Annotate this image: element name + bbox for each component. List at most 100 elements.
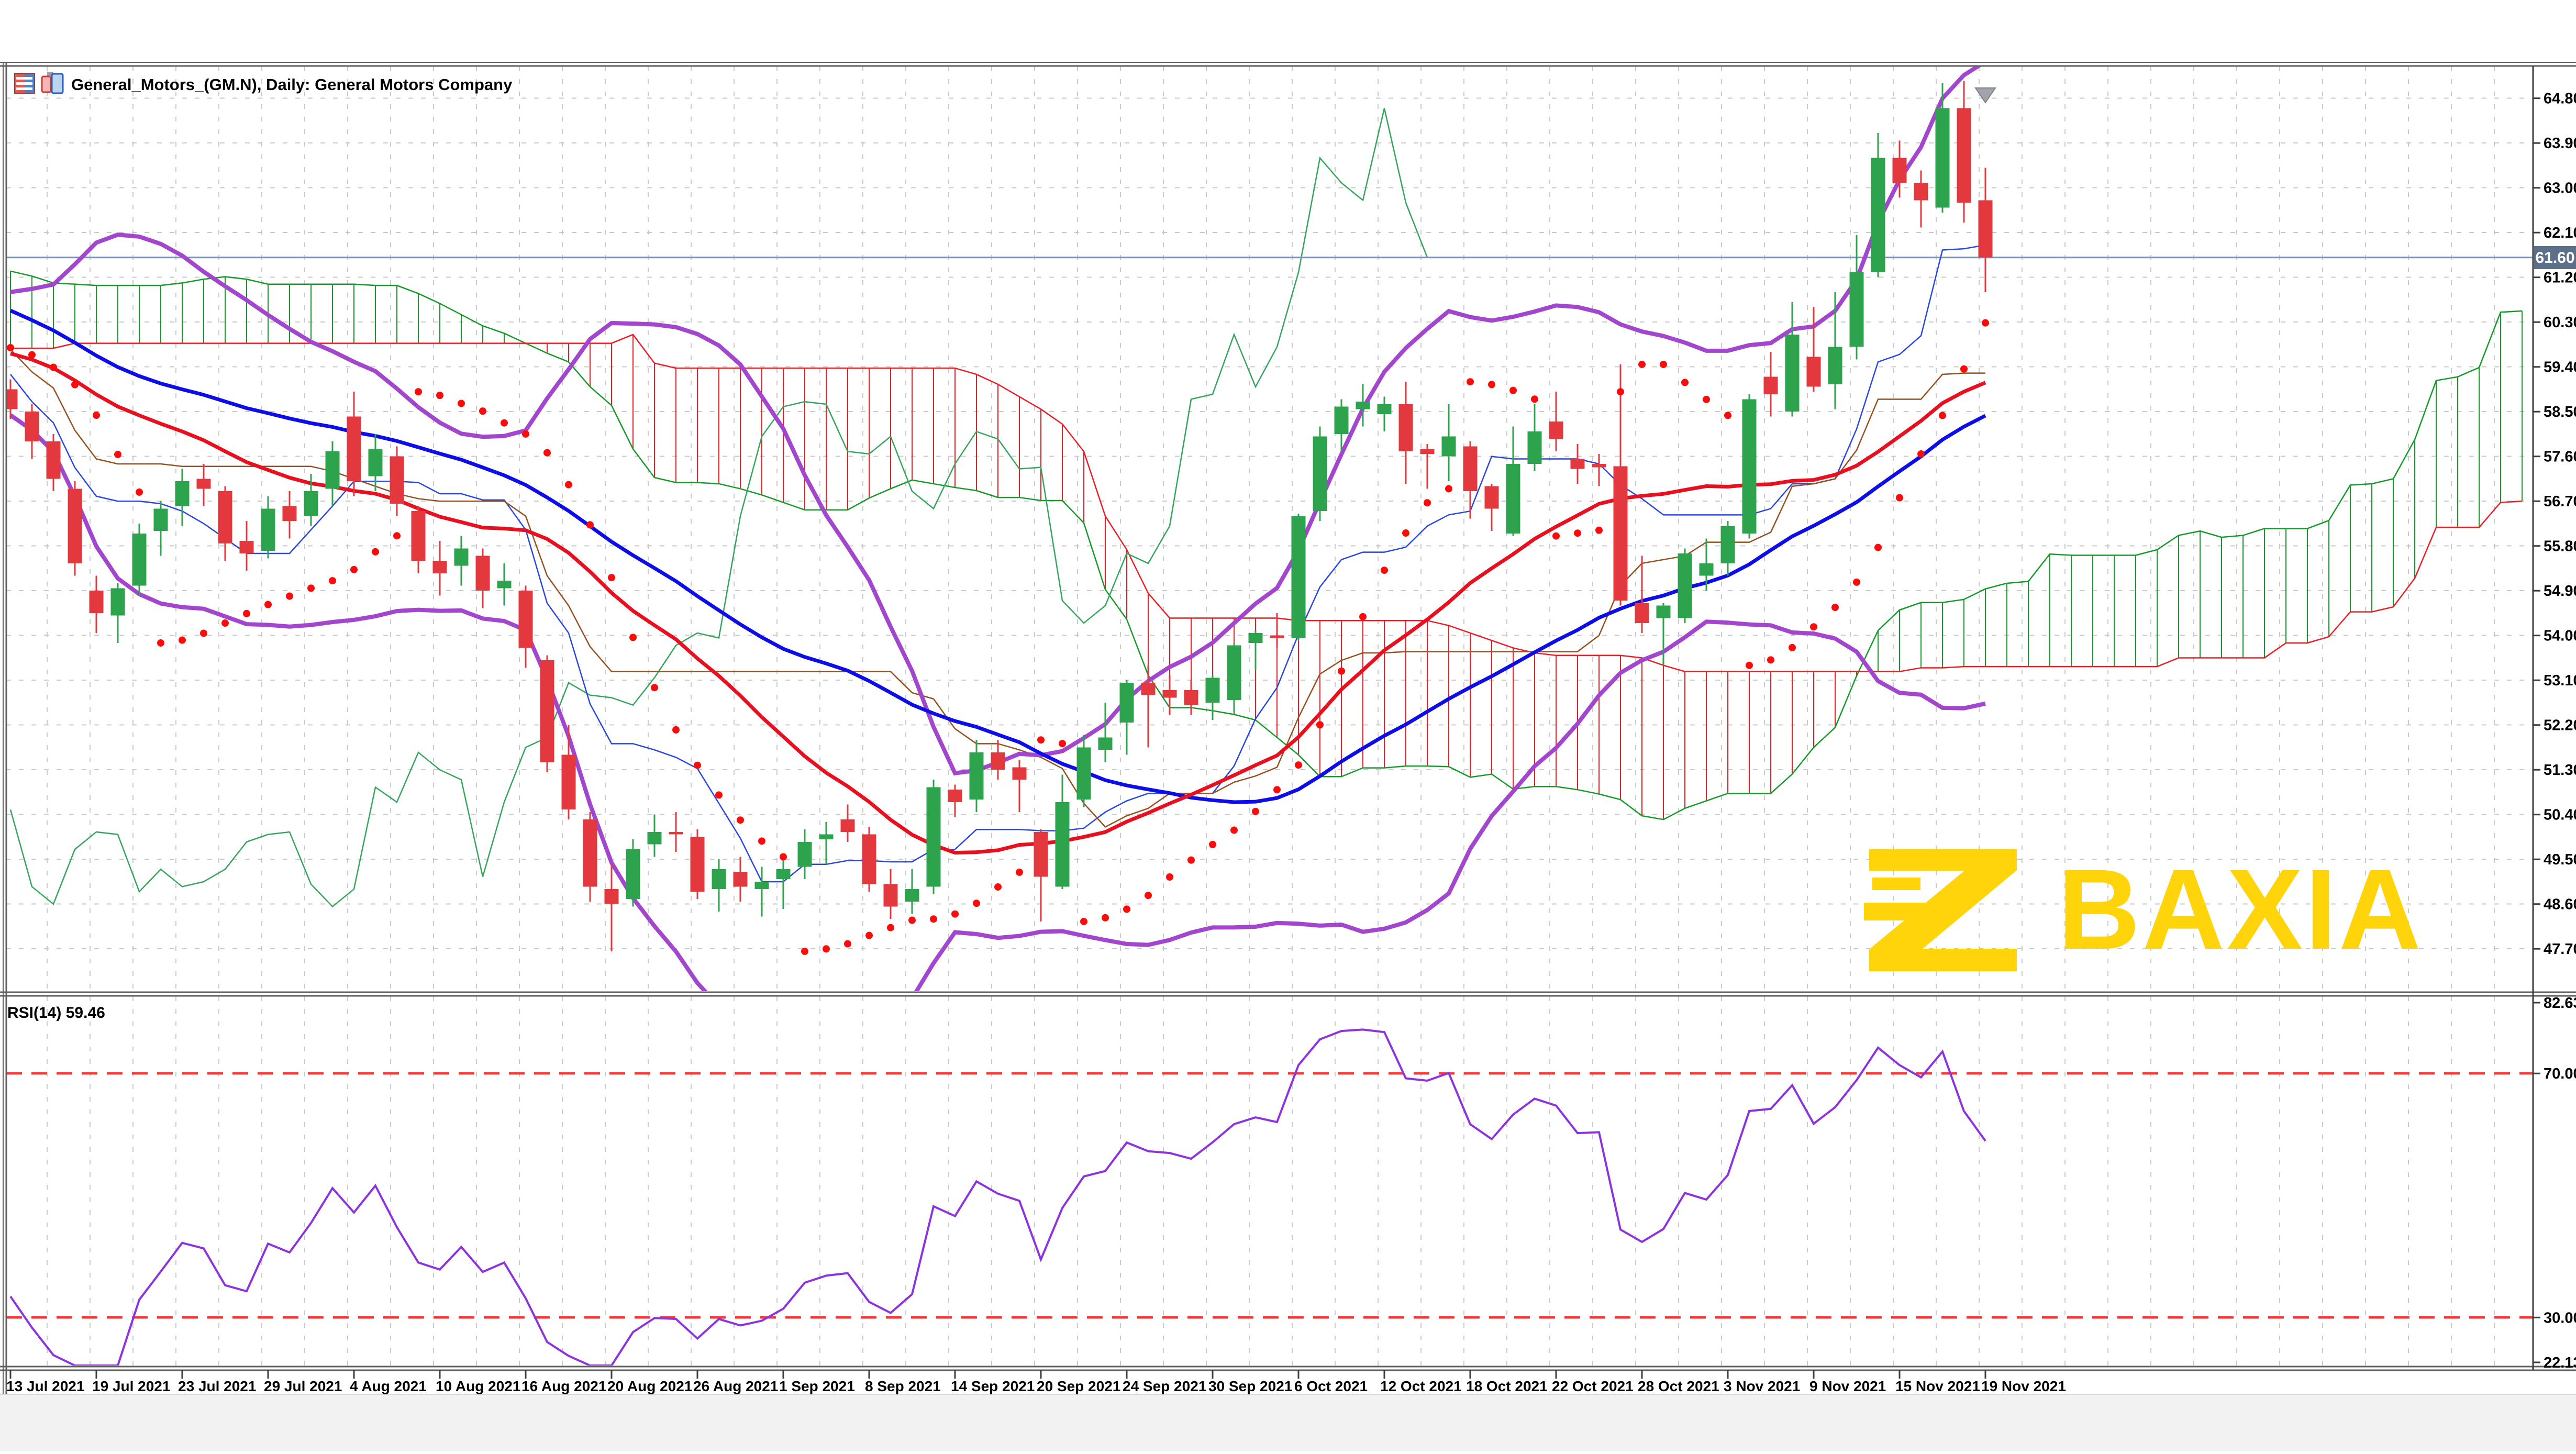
candle-body [282, 506, 297, 521]
candle-body [1656, 605, 1671, 618]
last-bar-marker-icon [1974, 87, 1996, 104]
date-axis-label: 16 Aug 2021 [521, 1378, 606, 1394]
candle-body [1592, 463, 1606, 468]
candles [6, 81, 1993, 951]
candle-body [1270, 635, 1284, 638]
candle-body [1678, 553, 1692, 618]
price-axis-label: 64.80 [2544, 91, 2576, 107]
date-axis-label: 19 Nov 2021 [1981, 1378, 2066, 1394]
price-tag: 61.60 [2534, 246, 2576, 269]
candle-body [1892, 158, 1907, 183]
candle-body [883, 884, 898, 907]
candle-body [819, 834, 834, 840]
rsi-axis-label: 22.13 [2544, 1355, 2576, 1371]
candle-body [840, 819, 855, 832]
title-bar: General_Motors_(GM.N), Daily: General Mo… [14, 72, 513, 94]
candle-body [454, 548, 469, 566]
price-axis-label: 61.20 [2544, 270, 2576, 286]
date-axis-label: 9 Nov 2021 [1809, 1378, 1886, 1394]
price-axis-label: 62.10 [2544, 225, 2576, 241]
rsi-label: RSI(14) 59.46 [7, 1004, 105, 1022]
candle-body [1957, 108, 1971, 203]
price-axis-label: 47.70 [2544, 941, 2576, 958]
candle-body [754, 881, 769, 890]
candle-body [905, 889, 919, 902]
date-axis: 13 Jul 2021 19 Jul 2021 23 Jul 2021 29 Jul … [6, 1370, 2066, 1394]
parabolic-sar-dots [7, 319, 1989, 955]
date-axis-label: 26 Aug 2021 [693, 1378, 778, 1394]
candle-body [1871, 158, 1885, 273]
candle-body [1699, 563, 1714, 576]
chart-window-icon [41, 72, 64, 94]
candle-body [110, 588, 125, 616]
candle-body [1613, 466, 1628, 601]
candle-body [1549, 421, 1563, 439]
candle-body [390, 456, 404, 504]
candle-body [1055, 802, 1070, 887]
candle-body [89, 591, 104, 613]
price-axis-label: 59.40 [2544, 359, 2576, 376]
price-axis-label: 58.50 [2544, 404, 2576, 420]
candle-body [1978, 200, 1993, 258]
tenkan-sen-line [10, 244, 1986, 883]
date-axis-label: 8 Sep 2021 [865, 1378, 941, 1394]
rsi-line [9, 1028, 1986, 1366]
date-axis-label: 22 Oct 2021 [1552, 1378, 1634, 1394]
candle-body [239, 541, 254, 553]
date-axis-label: 18 Oct 2021 [1466, 1378, 1548, 1394]
candle-body [776, 869, 791, 880]
price-axis-label: 57.60 [2544, 449, 2576, 465]
candle-body [1141, 682, 1156, 695]
fast-ma-line [10, 351, 1986, 855]
candle-body [518, 591, 533, 648]
candle-body [1914, 183, 1928, 201]
slow-ma-line [9, 308, 1986, 804]
candle-body [347, 416, 361, 482]
candle-body [647, 831, 662, 845]
symbol-list-icon [14, 73, 35, 94]
candle-body [712, 869, 726, 890]
date-axis-label: 4 Aug 2021 [350, 1378, 427, 1394]
rsi-axis: 82.63 70.00 30.00 22.13 [2533, 995, 2576, 1371]
candle-body [175, 481, 190, 506]
ichimoku-cloud [10, 270, 2523, 820]
candle-body [1162, 690, 1177, 698]
rsi-panel[interactable] [6, 996, 2533, 1366]
candle-body [1570, 459, 1585, 469]
rsi-axis-label: 70.00 [2544, 1065, 2576, 1082]
chart-canvas[interactable] [4, 62, 2534, 1366]
candle-body [25, 412, 39, 442]
price-axis-label: 63.00 [2544, 180, 2576, 197]
candle-body [1398, 404, 1413, 452]
candle-body [68, 489, 82, 563]
candle-body [1484, 486, 1499, 509]
candle-body [797, 841, 812, 867]
candle-body [1441, 436, 1456, 457]
candle-body [261, 508, 275, 551]
candle-body [368, 449, 383, 476]
candle-body [325, 451, 340, 489]
candle-body [432, 561, 447, 573]
candle-body [1849, 272, 1864, 347]
price-panel[interactable] [4, 62, 2534, 1045]
candle-body [1291, 516, 1306, 638]
date-axis-label: 23 Jul 2021 [178, 1378, 256, 1394]
date-axis-label: 20 Sep 2021 [1037, 1378, 1120, 1394]
price-axis-label: 63.90 [2544, 135, 2576, 152]
candle-body [1763, 376, 1778, 394]
candle-body [733, 871, 748, 887]
candle-body [1012, 767, 1027, 780]
candle-body [1720, 526, 1735, 563]
candle-body [626, 849, 640, 900]
price-axis-label: 48.60 [2544, 896, 2576, 913]
candle-body [6, 389, 18, 409]
baxia-logo-icon [1864, 849, 2017, 971]
price-axis-label: 50.40 [2544, 807, 2576, 824]
date-axis-label: 29 Jul 2021 [264, 1378, 342, 1394]
date-axis-label: 30 Sep 2021 [1208, 1378, 1292, 1394]
candle-body [1828, 347, 1842, 384]
candle-body [1184, 690, 1198, 705]
candle-body [1034, 831, 1048, 877]
price-axis-label: 51.30 [2544, 762, 2576, 779]
